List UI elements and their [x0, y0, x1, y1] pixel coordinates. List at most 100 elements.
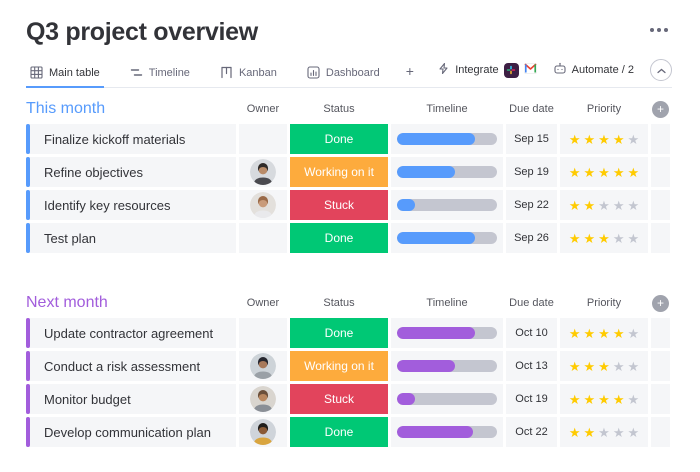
- due-date-cell[interactable]: Oct 19: [506, 384, 557, 414]
- star-icon[interactable]: ★: [583, 164, 596, 180]
- owner-cell[interactable]: [239, 190, 287, 220]
- star-icon[interactable]: ★: [627, 424, 640, 440]
- star-icon[interactable]: ★: [612, 164, 625, 180]
- owner-cell[interactable]: [239, 417, 287, 447]
- status-cell[interactable]: Working on it: [290, 351, 388, 381]
- tab-kanban[interactable]: Kanban: [216, 66, 281, 87]
- add-column-button[interactable]: +: [652, 100, 669, 118]
- star-icon[interactable]: ★: [598, 325, 610, 341]
- star-icon[interactable]: ★: [568, 164, 581, 180]
- status-cell[interactable]: Stuck: [290, 190, 388, 220]
- timeline-cell[interactable]: [391, 351, 503, 381]
- star-icon[interactable]: ★: [598, 164, 610, 180]
- status-cell[interactable]: Done: [290, 318, 388, 348]
- priority-cell[interactable]: ★ ★ ★ ★ ★: [560, 417, 648, 447]
- due-date-cell[interactable]: Sep 26: [506, 223, 557, 253]
- due-date-cell[interactable]: Oct 10: [506, 318, 557, 348]
- add-column-button[interactable]: +: [652, 294, 669, 312]
- star-icon[interactable]: ★: [598, 230, 610, 246]
- column-header[interactable]: Status: [323, 103, 355, 115]
- timeline-cell[interactable]: [391, 318, 503, 348]
- owner-cell[interactable]: [239, 157, 287, 187]
- column-header[interactable]: Timeline: [426, 297, 468, 309]
- due-date-cell[interactable]: Oct 13: [506, 351, 557, 381]
- task-cell[interactable]: Monitor budget: [26, 384, 236, 414]
- star-icon[interactable]: ★: [612, 391, 625, 407]
- group-title[interactable]: Next month: [26, 294, 108, 311]
- column-header[interactable]: Priority: [586, 297, 622, 309]
- collapse-header-button[interactable]: [650, 59, 672, 81]
- star-icon[interactable]: ★: [612, 325, 625, 341]
- star-icon[interactable]: ★: [583, 197, 596, 213]
- priority-cell[interactable]: ★ ★ ★ ★ ★: [560, 124, 648, 154]
- star-icon[interactable]: ★: [612, 197, 625, 213]
- timeline-cell[interactable]: [391, 417, 503, 447]
- star-icon[interactable]: ★: [598, 131, 610, 147]
- timeline-cell[interactable]: [391, 223, 503, 253]
- owner-cell[interactable]: [239, 384, 287, 414]
- task-cell[interactable]: Refine objectives: [26, 157, 236, 187]
- star-icon[interactable]: ★: [583, 358, 596, 374]
- task-cell[interactable]: Develop communication plan: [26, 417, 236, 447]
- priority-cell[interactable]: ★ ★ ★ ★ ★: [560, 351, 648, 381]
- star-icon[interactable]: ★: [627, 358, 640, 374]
- status-cell[interactable]: Working on it: [290, 157, 388, 187]
- star-icon[interactable]: ★: [568, 197, 581, 213]
- task-cell[interactable]: Identify key resources: [26, 190, 236, 220]
- star-icon[interactable]: ★: [598, 391, 610, 407]
- star-icon[interactable]: ★: [627, 230, 640, 246]
- status-cell[interactable]: Done: [290, 124, 388, 154]
- priority-cell[interactable]: ★ ★ ★ ★ ★: [560, 318, 648, 348]
- priority-cell[interactable]: ★ ★ ★ ★ ★: [560, 157, 648, 187]
- timeline-cell[interactable]: [391, 124, 503, 154]
- star-icon[interactable]: ★: [627, 131, 640, 147]
- column-header[interactable]: Status: [323, 297, 355, 309]
- star-icon[interactable]: ★: [583, 325, 596, 341]
- owner-cell[interactable]: [239, 223, 287, 253]
- star-icon[interactable]: ★: [583, 424, 596, 440]
- priority-cell[interactable]: ★ ★ ★ ★ ★: [560, 384, 648, 414]
- star-icon[interactable]: ★: [568, 391, 581, 407]
- more-options-icon[interactable]: [650, 28, 668, 32]
- automate-button[interactable]: Automate / 2: [553, 62, 634, 78]
- tab-main-table[interactable]: Main table: [26, 66, 104, 88]
- task-cell[interactable]: Conduct a risk assessment: [26, 351, 236, 381]
- priority-cell[interactable]: ★ ★ ★ ★ ★: [560, 223, 648, 253]
- star-icon[interactable]: ★: [568, 230, 581, 246]
- column-header[interactable]: Timeline: [426, 103, 468, 115]
- status-cell[interactable]: Done: [290, 223, 388, 253]
- star-icon[interactable]: ★: [583, 131, 596, 147]
- star-icon[interactable]: ★: [612, 358, 625, 374]
- star-icon[interactable]: ★: [598, 197, 610, 213]
- status-cell[interactable]: Stuck: [290, 384, 388, 414]
- timeline-cell[interactable]: [391, 157, 503, 187]
- star-icon[interactable]: ★: [612, 230, 625, 246]
- star-icon[interactable]: ★: [627, 325, 640, 341]
- task-cell[interactable]: Update contractor agreement: [26, 318, 236, 348]
- star-icon[interactable]: ★: [568, 424, 581, 440]
- tab-timeline[interactable]: Timeline: [126, 66, 194, 87]
- star-icon[interactable]: ★: [568, 131, 581, 147]
- group-title[interactable]: This month: [26, 100, 106, 117]
- column-header[interactable]: Priority: [586, 103, 622, 115]
- integrate-button[interactable]: Integrate: [437, 62, 537, 78]
- star-icon[interactable]: ★: [612, 424, 625, 440]
- timeline-cell[interactable]: [391, 190, 503, 220]
- priority-cell[interactable]: ★ ★ ★ ★ ★: [560, 190, 648, 220]
- star-icon[interactable]: ★: [583, 391, 596, 407]
- task-cell[interactable]: Test plan: [26, 223, 236, 253]
- star-icon[interactable]: ★: [568, 358, 581, 374]
- add-view-button[interactable]: +: [405, 63, 414, 79]
- column-header[interactable]: Due date: [509, 297, 554, 309]
- due-date-cell[interactable]: Sep 19: [506, 157, 557, 187]
- star-icon[interactable]: ★: [627, 391, 640, 407]
- owner-cell[interactable]: [239, 124, 287, 154]
- due-date-cell[interactable]: Sep 15: [506, 124, 557, 154]
- status-cell[interactable]: Done: [290, 417, 388, 447]
- star-icon[interactable]: ★: [568, 325, 581, 341]
- star-icon[interactable]: ★: [627, 164, 640, 180]
- owner-cell[interactable]: [239, 318, 287, 348]
- timeline-cell[interactable]: [391, 384, 503, 414]
- star-icon[interactable]: ★: [627, 197, 640, 213]
- task-cell[interactable]: Finalize kickoff materials: [26, 124, 236, 154]
